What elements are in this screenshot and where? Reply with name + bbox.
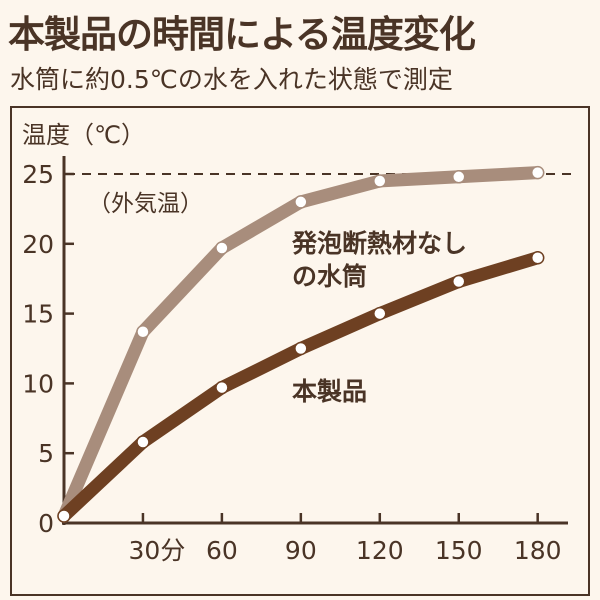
data-point	[57, 509, 71, 523]
data-point	[530, 251, 545, 265]
data-point	[373, 306, 387, 321]
x-tick-label: 120	[356, 536, 404, 565]
chart-subtitle: 水筒に約0.5℃の水を入れた状態で測定	[10, 65, 453, 94]
x-tick-label: 90	[285, 536, 317, 565]
data-point	[215, 380, 229, 395]
y-tick-label: 15	[22, 300, 54, 329]
reference-line-label: （外気温）	[88, 191, 203, 217]
data-point	[373, 174, 387, 188]
y-tick-label: 10	[22, 369, 54, 398]
chart-frame	[10, 106, 590, 596]
data-point	[451, 170, 466, 184]
series-group	[57, 165, 545, 523]
series-label: の水筒	[292, 262, 367, 291]
data-point	[215, 241, 229, 255]
y-tick-label: 20	[22, 230, 54, 259]
y-tick-label: 0	[38, 509, 54, 538]
series-label: 本製品	[292, 377, 367, 406]
x-tick-label: 150	[435, 536, 483, 565]
axes: 0 5 10 15 20 25 30分 60 90 120 150 180	[22, 156, 568, 565]
x-tick-label: 180	[514, 536, 562, 565]
chart-title: 本製品の時間による温度変化	[8, 13, 476, 56]
y-tick-label: 5	[38, 439, 54, 468]
x-tick-label: 60	[206, 536, 238, 565]
data-point	[136, 435, 150, 449]
y-axis-label: 温度（℃）	[22, 121, 145, 149]
data-point	[136, 324, 150, 339]
data-point	[294, 195, 308, 209]
data-point	[451, 274, 466, 289]
y-tick-label: 25	[22, 160, 54, 189]
data-point	[530, 165, 545, 180]
series-label: 発泡断熱材なし	[291, 229, 467, 258]
data-point	[294, 341, 308, 356]
x-tick-label: 30分	[129, 536, 186, 565]
